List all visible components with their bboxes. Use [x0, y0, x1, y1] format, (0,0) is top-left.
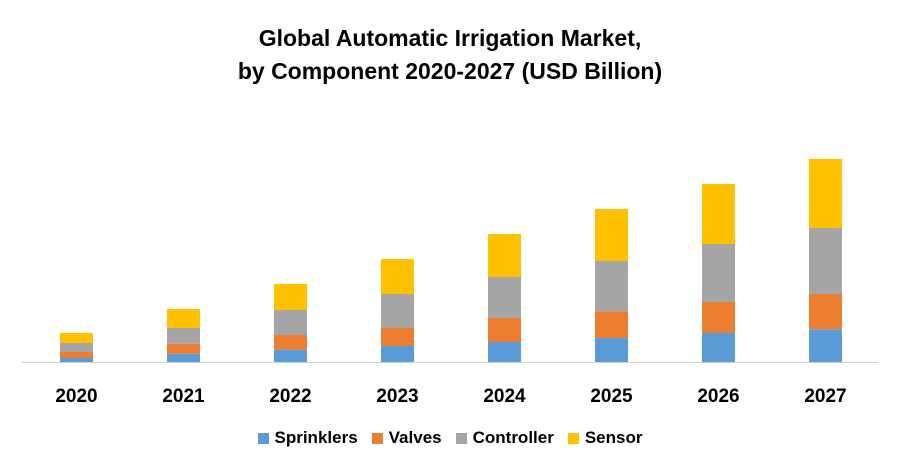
bar-sprinklers-2021	[167, 353, 200, 362]
bar-valves-2021	[167, 343, 200, 354]
x-tick-label: 2025	[590, 386, 633, 407]
x-tick-label: 2021	[162, 386, 205, 407]
x-tick-label: 2026	[697, 386, 739, 407]
bar-sprinklers-2023	[381, 346, 414, 362]
bar-sensor-2027	[809, 159, 842, 228]
bar-sensor-2022	[274, 284, 307, 310]
bar-controller-2022	[274, 310, 307, 335]
bar-sensor-2026	[702, 184, 735, 244]
legend: Sprinklers Valves Controller Sensor	[0, 428, 900, 448]
bar-sprinklers-2024	[488, 342, 521, 362]
stacked-bar-chart: 2020 2021 2022 2023 2024 2025 2026 2027	[22, 159, 878, 407]
bar-valves-2022	[274, 335, 307, 350]
legend-label-sprinklers: Sprinklers	[274, 428, 358, 447]
bar-sprinklers-2026	[702, 333, 735, 362]
x-tick-label: 2027	[804, 386, 846, 407]
legend-label-valves: Valves	[388, 428, 442, 447]
legend-item-valves: Valves	[371, 428, 442, 448]
x-tick-label: 2022	[269, 386, 311, 407]
bar-sprinklers-2022	[274, 349, 307, 362]
bar-controller-2024	[488, 277, 521, 318]
legend-label-controller: Controller	[472, 428, 554, 447]
bar-valves-2025	[595, 311, 628, 338]
legend-swatch-sprinklers	[257, 432, 269, 444]
legend-swatch-controller	[455, 432, 467, 444]
x-tick-label: 2024	[483, 386, 526, 407]
bar-controller-2025	[595, 261, 628, 312]
bar-sensor-2024	[488, 234, 521, 277]
bar-sensor-2020	[60, 333, 93, 343]
bar-controller-2021	[167, 328, 200, 344]
legend-swatch-sensor	[567, 432, 579, 444]
bar-valves-2023	[381, 328, 414, 346]
bar-valves-2027	[809, 294, 842, 330]
legend-item-controller: Controller	[455, 428, 554, 448]
legend-swatch-valves	[371, 432, 383, 444]
bar-valves-2020	[60, 352, 93, 358]
x-tick-label: 2023	[376, 386, 418, 407]
bar-sprinklers-2027	[809, 329, 842, 362]
bar-sensor-2023	[381, 259, 414, 294]
bar-valves-2026	[702, 302, 735, 333]
bar-sensor-2025	[595, 209, 628, 261]
legend-label-sensor: Sensor	[584, 428, 643, 447]
chart-title-line-1: Global Automatic Irrigation Market,	[258, 25, 642, 51]
bar-sprinklers-2025	[595, 338, 628, 362]
bar-controller-2023	[381, 294, 414, 328]
x-tick-label: 2020	[55, 386, 97, 407]
chart-title: Global Automatic Irrigation Market, by C…	[0, 22, 900, 88]
bar-sensor-2021	[167, 309, 200, 328]
bar-sprinklers-2020	[60, 358, 93, 362]
chart-title-line-2: by Component 2020-2027 (USD Billion)	[237, 58, 663, 84]
legend-item-sensor: Sensor	[567, 428, 643, 448]
legend-item-sprinklers: Sprinklers	[257, 428, 358, 448]
bar-controller-2026	[702, 244, 735, 302]
bar-controller-2027	[809, 228, 842, 294]
bar-controller-2020	[60, 343, 93, 352]
bar-valves-2024	[488, 318, 521, 342]
